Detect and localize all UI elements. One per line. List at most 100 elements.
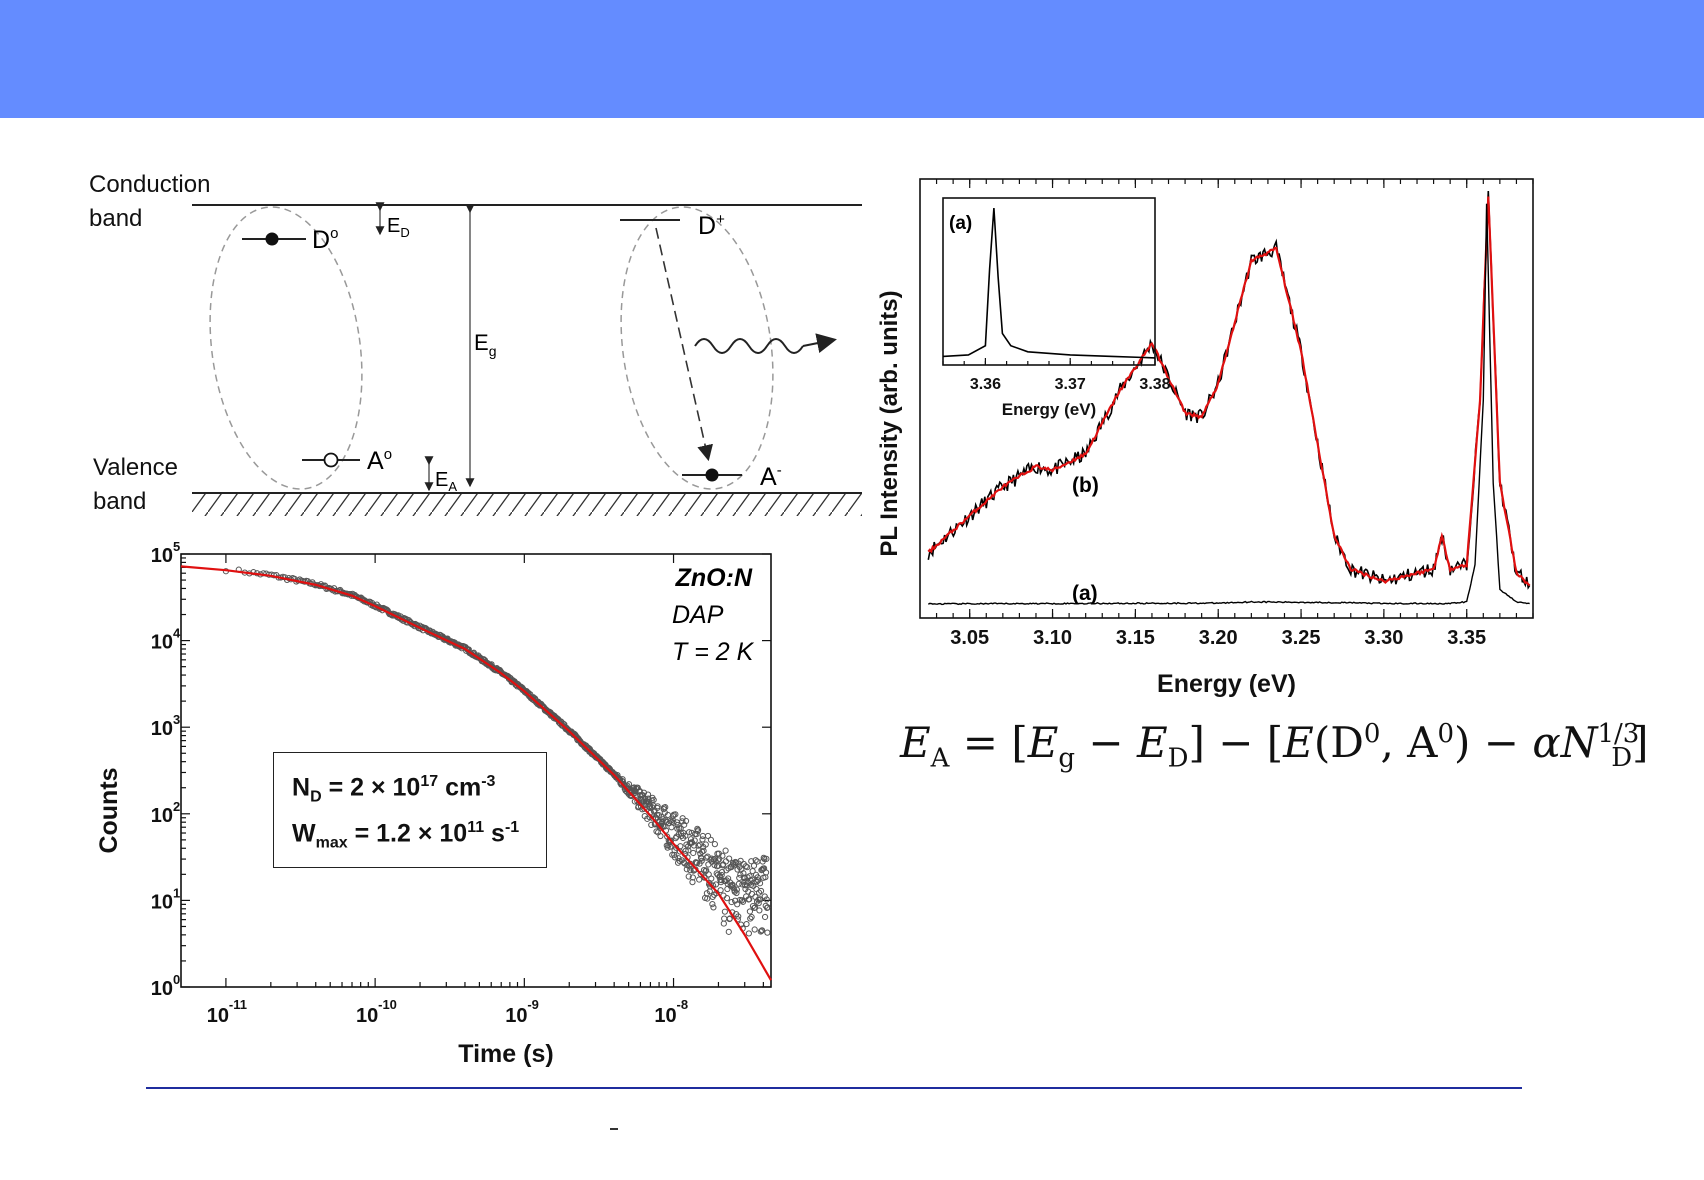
decay-data-point — [740, 874, 748, 881]
pl-inset-label-a: (a) — [949, 213, 972, 234]
decay-y-tick-label: 10 — [151, 978, 173, 1000]
decay-data-point — [735, 880, 743, 887]
decay-data-point — [685, 847, 692, 854]
decay-data-point — [764, 929, 771, 936]
decay-data-point — [757, 928, 764, 935]
pl-inset-frame — [942, 197, 1156, 366]
decay-data-point — [763, 855, 770, 862]
decay-data-point — [646, 803, 653, 811]
pl-plot-area: 3.05 3.10 3.15 3.20 3.25 3.30 3.35 Energy (eV) P… — [876, 178, 1534, 698]
decay-y-tick-label: 10 — [151, 632, 173, 654]
decay-data-point — [685, 873, 692, 880]
photon-emission-wave — [694, 338, 804, 354]
decay-x-tick-exp: -8 — [677, 997, 689, 1012]
decay-legend: ND = 2 × 1017 cm-3 Wmax = 1.2 × 1011 s-1 — [273, 752, 547, 868]
decay-data-point — [679, 815, 686, 822]
pl-x-tick-label: 3.35 — [1447, 627, 1486, 649]
decay-data-point — [648, 821, 655, 828]
footer-rule — [146, 1087, 1522, 1089]
decay-x-tick-label: 10 — [356, 1005, 378, 1027]
legend-max-rate: Wmax = 1.2 × 1011 s-1 — [292, 819, 520, 852]
decay-x-tick-label: 10 — [505, 1005, 527, 1027]
decay-data-point — [752, 857, 759, 864]
footer-mark — [610, 1128, 618, 1130]
decay-data-point — [750, 862, 758, 869]
decay-data-point — [721, 908, 728, 915]
decay-y-axis-label: Counts — [95, 767, 123, 853]
decay-data-point — [699, 836, 706, 843]
decay-data-point — [662, 804, 669, 811]
decay-data-point — [756, 880, 764, 887]
decay-data-point — [756, 907, 763, 914]
decay-data-point — [742, 863, 749, 870]
decay-x-tick-exp: -11 — [229, 997, 247, 1012]
decay-data-point — [250, 569, 257, 576]
decay-data-point — [720, 920, 727, 927]
header-bar — [0, 0, 1704, 118]
decay-x-tick-exp: -9 — [527, 997, 539, 1012]
decay-data-point — [728, 898, 735, 906]
conduction-band-text: Conduction band — [89, 171, 211, 232]
decay-x-axis-label: Time (s) — [458, 1040, 553, 1068]
decay-y-tick-label: 10 — [151, 891, 173, 913]
decay-data-point — [754, 874, 761, 881]
pl-x-tick-label: 3.10 — [1033, 627, 1072, 649]
ionized-donor-label: D+ — [698, 211, 725, 240]
acceptor-energy-equation: EA = [Eg − ED] − [E(D0, A0) − αN1/3D] — [900, 718, 1649, 774]
pl-x-tick-label: 3.25 — [1282, 627, 1321, 649]
decay-data-point — [654, 803, 661, 810]
decay-data-point — [702, 868, 709, 875]
pl-spectrum-b-fit — [927, 196, 1531, 587]
decay-data-point — [682, 832, 689, 839]
pl-inset-x-axis-label: Energy (eV) — [1002, 400, 1096, 419]
decay-data-point — [764, 904, 771, 911]
decay-y-tick-label: 10 — [151, 545, 173, 567]
decay-data-point — [745, 930, 752, 937]
decay-data-point — [707, 836, 715, 843]
donor-energy-label: ED — [387, 215, 410, 240]
decay-data-point — [704, 895, 711, 902]
decay-data-point — [743, 920, 750, 928]
decay-data-point — [734, 901, 741, 908]
pl-x-tick-label: 3.20 — [1199, 627, 1238, 649]
decay-data-point — [744, 864, 751, 871]
pl-x-tick-label: 3.15 — [1116, 627, 1155, 649]
decay-data-point — [657, 832, 664, 840]
decay-data-point — [685, 829, 693, 836]
decay-data-point — [747, 915, 754, 922]
decay-data-point — [671, 854, 679, 861]
photon-emission-arrow — [802, 333, 837, 353]
decay-data-point — [761, 855, 768, 863]
decay-data-point — [684, 843, 692, 850]
decay-data-point — [755, 900, 762, 907]
decay-data-point — [718, 871, 725, 879]
decay-data-point — [679, 818, 686, 825]
pl-chart: 3.05 3.10 3.15 3.20 3.25 3.30 3.35 Energy (eV) P… — [876, 178, 1534, 698]
decay-data-point — [693, 860, 701, 867]
ionized-acceptor-electron — [705, 468, 719, 482]
decay-data-point — [735, 913, 742, 920]
decay-data-point — [696, 876, 703, 883]
decay-y-tick-label: 10 — [151, 805, 173, 827]
valence-band-text: Valence band — [93, 454, 178, 515]
decay-data-point — [709, 901, 716, 908]
decay-x-tick-label: 10 — [207, 1005, 229, 1027]
decay-data-point — [689, 874, 696, 881]
pl-label-a: (a) — [1072, 582, 1098, 605]
ionized-pair-envelope — [620, 206, 774, 490]
decay-data-point — [724, 885, 731, 893]
decay-data-point — [649, 815, 656, 822]
pl-inset-x-tick-label: 3.36 — [970, 376, 1001, 393]
decay-data-point — [751, 904, 759, 911]
decay-x-tick-label: 10 — [654, 1005, 676, 1027]
decay-data-point — [725, 928, 732, 935]
decay-data-point — [700, 847, 707, 854]
decay-data-point — [644, 791, 652, 798]
pl-label-b: (b) — [1072, 474, 1099, 497]
decay-x-tick-exp: -10 — [378, 997, 397, 1012]
decay-data-point — [711, 841, 718, 848]
decay-temperature-label: T = 2 K — [672, 638, 755, 666]
decay-data-point — [693, 859, 700, 866]
decay-data-point — [723, 895, 731, 902]
decay-y-tick-exp: 5 — [173, 539, 180, 554]
